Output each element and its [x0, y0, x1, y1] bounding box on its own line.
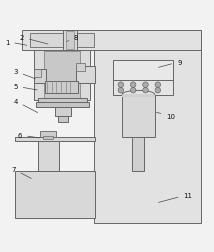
- Bar: [15, 172, 95, 218]
- Bar: [44, 52, 80, 100]
- Text: 6: 6: [18, 133, 39, 139]
- Bar: [66, 32, 74, 50]
- Circle shape: [143, 88, 148, 93]
- Bar: [58, 116, 68, 123]
- Bar: [22, 31, 201, 51]
- Text: 5: 5: [13, 84, 37, 90]
- Bar: [94, 31, 201, 224]
- Bar: [113, 60, 173, 82]
- Circle shape: [118, 88, 123, 93]
- Text: 2: 2: [20, 35, 48, 45]
- Bar: [38, 99, 87, 104]
- Bar: [30, 34, 94, 48]
- Bar: [38, 142, 59, 172]
- Text: 11: 11: [159, 192, 192, 203]
- Circle shape: [118, 83, 123, 88]
- Bar: [34, 51, 90, 101]
- Circle shape: [143, 83, 148, 88]
- Bar: [34, 70, 46, 84]
- Text: 9: 9: [159, 59, 181, 68]
- Bar: [36, 103, 89, 108]
- Bar: [122, 95, 155, 98]
- Circle shape: [155, 83, 160, 88]
- Bar: [55, 108, 71, 116]
- Bar: [45, 82, 78, 93]
- Bar: [122, 95, 155, 138]
- Bar: [43, 137, 53, 140]
- Text: 3: 3: [13, 69, 35, 79]
- Text: 1: 1: [5, 39, 27, 46]
- Bar: [76, 67, 95, 84]
- Circle shape: [130, 83, 136, 88]
- Bar: [63, 31, 77, 51]
- Bar: [76, 64, 85, 72]
- Text: 10: 10: [156, 113, 175, 119]
- Bar: [34, 70, 41, 77]
- Bar: [132, 137, 144, 172]
- Text: 4: 4: [13, 99, 38, 113]
- Bar: [40, 132, 56, 137]
- Text: 7: 7: [11, 166, 31, 179]
- Bar: [15, 137, 95, 142]
- Bar: [113, 81, 173, 95]
- Circle shape: [155, 88, 160, 93]
- Text: 8: 8: [67, 35, 78, 42]
- Circle shape: [130, 88, 136, 93]
